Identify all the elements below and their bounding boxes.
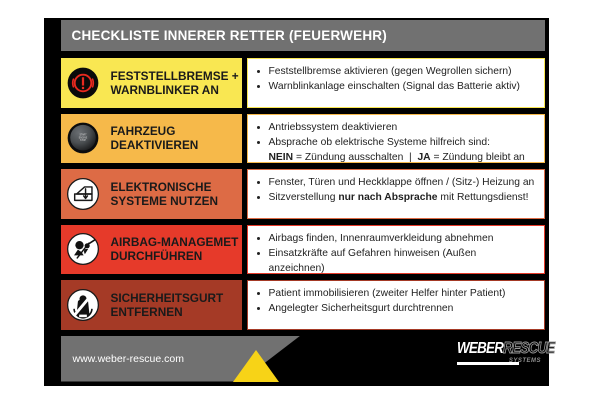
svg-text:STOP: STOP bbox=[79, 140, 86, 142]
svg-text:ENGINE: ENGINE bbox=[78, 138, 87, 140]
